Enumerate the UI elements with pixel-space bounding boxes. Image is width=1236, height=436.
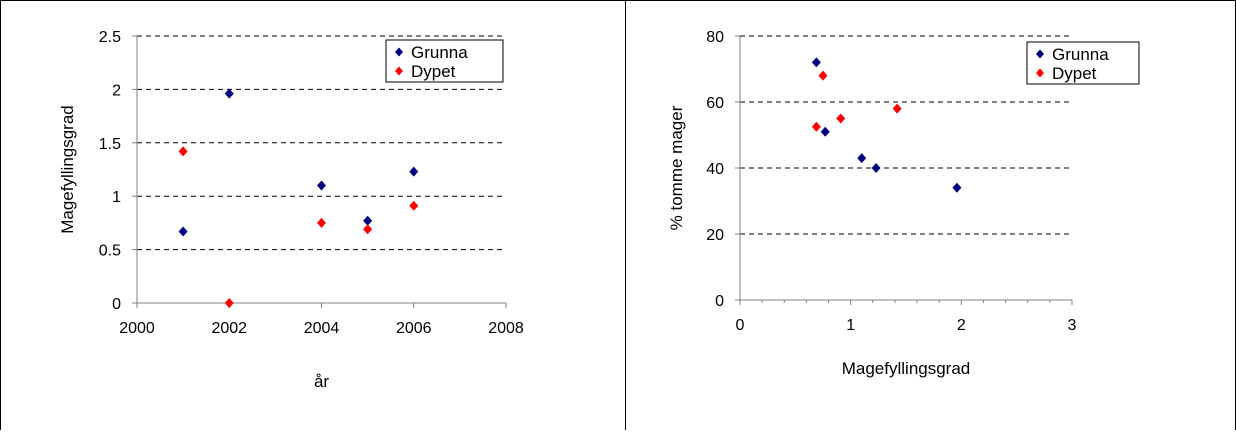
chart-panel-right: 0 20 40 60 80 0 1 2 3 % tomme mager Magefyllingsgr… <box>625 0 1236 430</box>
chart1-x-tick-label: 3 <box>1068 317 1077 334</box>
chart0-point-dypet <box>178 146 188 157</box>
chart0-x-tick-label: 2000 <box>119 320 155 337</box>
chart1-x-tick-label: 1 <box>846 317 855 334</box>
chart0-x-tick-label: 2006 <box>396 320 432 337</box>
chart0-point-dypet <box>224 298 234 308</box>
chart0-point-grunna <box>409 166 419 177</box>
chart1-y-tick-label: 20 <box>706 227 724 244</box>
chart1-point-grunna <box>952 182 962 193</box>
chart1-point-grunna <box>820 126 830 137</box>
chart0-x-tick-label: 2008 <box>488 320 524 337</box>
chart1-y-tick-label: 80 <box>706 29 724 46</box>
chart1-legend-label: Grunna <box>1052 45 1109 64</box>
chart0-y-tick-label: 2.5 <box>99 29 121 46</box>
chart1-point-dypet <box>892 103 902 114</box>
chart1-y-tick-label: 0 <box>715 293 724 310</box>
chart0-x-tick-label: 2002 <box>211 320 247 337</box>
chart1-point-dypet <box>818 70 828 81</box>
chart0-point-dypet <box>363 224 373 235</box>
chart1-x-tick-label: 0 <box>736 317 745 334</box>
chart0-point-dypet <box>317 217 326 228</box>
chart1-x-tick-label: 2 <box>957 317 966 334</box>
chart0-y-axis-label: Magefyllingsgrad <box>58 105 77 234</box>
chart1-point-dypet <box>811 121 821 132</box>
chart1-y-tick-label: 60 <box>706 95 724 112</box>
chart0-y-tick-label: 1.5 <box>99 136 121 153</box>
chart1-x-axis-label: Magefyllingsgrad <box>842 359 971 378</box>
chart-left-svg: 0 0.5 1 1.5 2 2.5 2000 2002 2004 2006 2008 Magefyll… <box>58 29 524 391</box>
chart1-y-axis-label: % tomme mager <box>667 105 686 230</box>
chart-panel-left: 0 0.5 1 1.5 2 2.5 2000 2002 2004 2006 2008 Magefyll… <box>0 0 626 430</box>
chart0-legend-label: Grunna <box>411 43 468 62</box>
chart0-point-grunna <box>363 215 373 226</box>
chart0-legend <box>385 39 504 83</box>
chart-right-svg: 0 20 40 60 80 0 1 2 3 % tomme mager Magefyllingsgr… <box>667 29 1140 378</box>
chart0-point-dypet <box>409 200 419 211</box>
chart1-point-dypet <box>836 113 846 124</box>
chart0-legend-marker <box>395 47 403 57</box>
chart0-point-grunna <box>224 88 234 99</box>
chart0-y-tick-label: 2 <box>112 82 121 99</box>
chart1-legend-label: Dypet <box>1052 64 1097 83</box>
chart1-point-grunna <box>811 57 821 68</box>
chart1-legend-marker <box>1036 68 1044 78</box>
chart0-y-tick-label: 0.5 <box>99 243 121 260</box>
chart0-x-tick-label: 2004 <box>304 320 340 337</box>
chart0-point-grunna <box>178 226 188 237</box>
chart0-x-axis-label: år <box>314 372 329 391</box>
chart1-y-tick-label: 40 <box>706 161 724 178</box>
chart1-legend <box>1026 41 1140 85</box>
chart1-point-grunna <box>871 163 881 173</box>
chart1-point-grunna <box>857 153 867 164</box>
chart0-legend-marker <box>395 66 403 76</box>
chart0-y-tick-label: 1 <box>112 189 121 206</box>
chart0-legend-label: Dypet <box>411 62 456 81</box>
chart1-legend-marker <box>1036 49 1044 59</box>
chart0-point-grunna <box>317 180 326 191</box>
chart0-y-tick-label: 0 <box>112 296 121 313</box>
